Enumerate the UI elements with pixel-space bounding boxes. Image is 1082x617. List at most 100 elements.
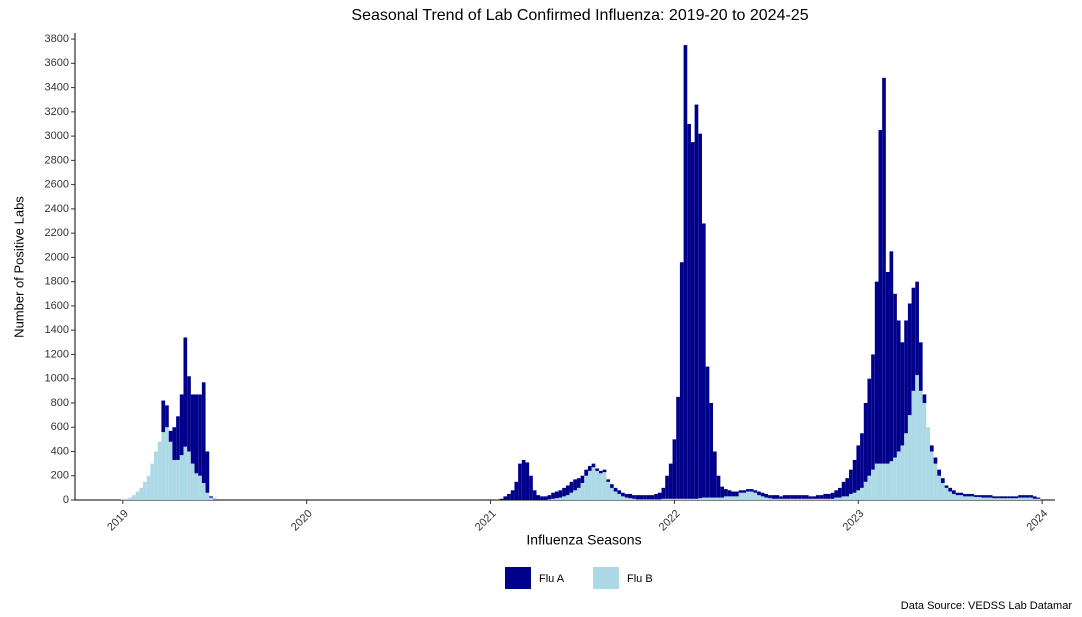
bar (128, 497, 132, 500)
bar (764, 493, 769, 498)
bar (775, 495, 780, 499)
bar (856, 445, 861, 491)
bar (782, 498, 787, 500)
bar (731, 496, 736, 500)
bar (749, 489, 754, 492)
bar (896, 451, 901, 500)
bar (808, 496, 813, 499)
bar (643, 495, 647, 500)
bar (955, 495, 960, 500)
bar (790, 495, 794, 499)
bar (753, 492, 758, 500)
bar (992, 496, 997, 499)
bar (628, 498, 633, 500)
bar (558, 497, 563, 500)
bar (1018, 497, 1022, 500)
bar (885, 271, 890, 464)
y-tick-label: 1400 (45, 324, 69, 336)
bar (720, 486, 725, 498)
bar (536, 495, 541, 500)
bar (808, 498, 813, 500)
bar (801, 495, 805, 499)
bar (165, 427, 169, 500)
y-tick-label: 2000 (45, 251, 69, 263)
bar (701, 223, 706, 498)
bar (161, 400, 166, 433)
bar (749, 491, 754, 500)
bar (168, 441, 173, 500)
bar (959, 492, 964, 496)
bar (701, 497, 706, 500)
bar (709, 402, 714, 498)
bar (635, 495, 640, 500)
bar (154, 451, 158, 500)
bar (885, 463, 890, 500)
bar (849, 469, 853, 494)
bar (907, 303, 912, 416)
y-tick-label: 1000 (45, 373, 69, 385)
bar (617, 490, 622, 494)
bar (654, 499, 658, 500)
bar (643, 499, 647, 500)
legend-swatch (505, 567, 531, 589)
bar (190, 463, 195, 500)
bar (724, 496, 728, 500)
bar (161, 432, 166, 500)
bar (1003, 496, 1008, 499)
bar (878, 130, 883, 464)
bar (562, 487, 566, 497)
bar (599, 473, 603, 500)
bar (1014, 498, 1019, 500)
bar (959, 495, 964, 500)
bar (514, 481, 519, 500)
bar (606, 481, 611, 500)
bar (205, 451, 210, 493)
bar (893, 457, 897, 500)
bar (753, 490, 758, 493)
bar (562, 496, 566, 500)
bar (521, 459, 526, 500)
bar (830, 492, 835, 499)
bar (573, 479, 577, 491)
bar (929, 445, 934, 452)
bar (529, 475, 533, 500)
bar (746, 491, 750, 500)
bar (996, 496, 1000, 499)
bar (900, 342, 905, 446)
bar (1025, 497, 1030, 500)
bar (926, 427, 930, 500)
bar (1007, 498, 1011, 500)
bar (1036, 498, 1041, 500)
y-tick-label: 1800 (45, 276, 69, 288)
y-tick-label: 3000 (45, 130, 69, 142)
bar (746, 489, 750, 492)
bar (558, 490, 563, 498)
bar (874, 281, 879, 464)
bar (683, 498, 688, 500)
source-note: Data Source: VEDSS Lab Datamar (901, 600, 1073, 612)
bar (992, 498, 997, 500)
y-tick-label: 2400 (45, 203, 69, 215)
bar (771, 495, 776, 499)
bar (907, 415, 912, 500)
bar (937, 475, 942, 500)
bar (999, 496, 1004, 499)
bar (871, 354, 875, 470)
bar (179, 394, 184, 456)
y-tick-label: 200 (51, 470, 69, 482)
bar (760, 492, 765, 497)
bar (635, 499, 640, 500)
bar (977, 495, 982, 497)
bar (966, 493, 971, 497)
bar (143, 481, 147, 500)
bar (499, 498, 504, 500)
bar (779, 496, 783, 499)
bar (690, 142, 695, 499)
bar (996, 498, 1000, 500)
bar (823, 493, 828, 499)
bar (793, 495, 798, 499)
bar (974, 495, 978, 497)
bar (775, 498, 780, 500)
bar (852, 459, 857, 493)
bar (525, 462, 530, 500)
